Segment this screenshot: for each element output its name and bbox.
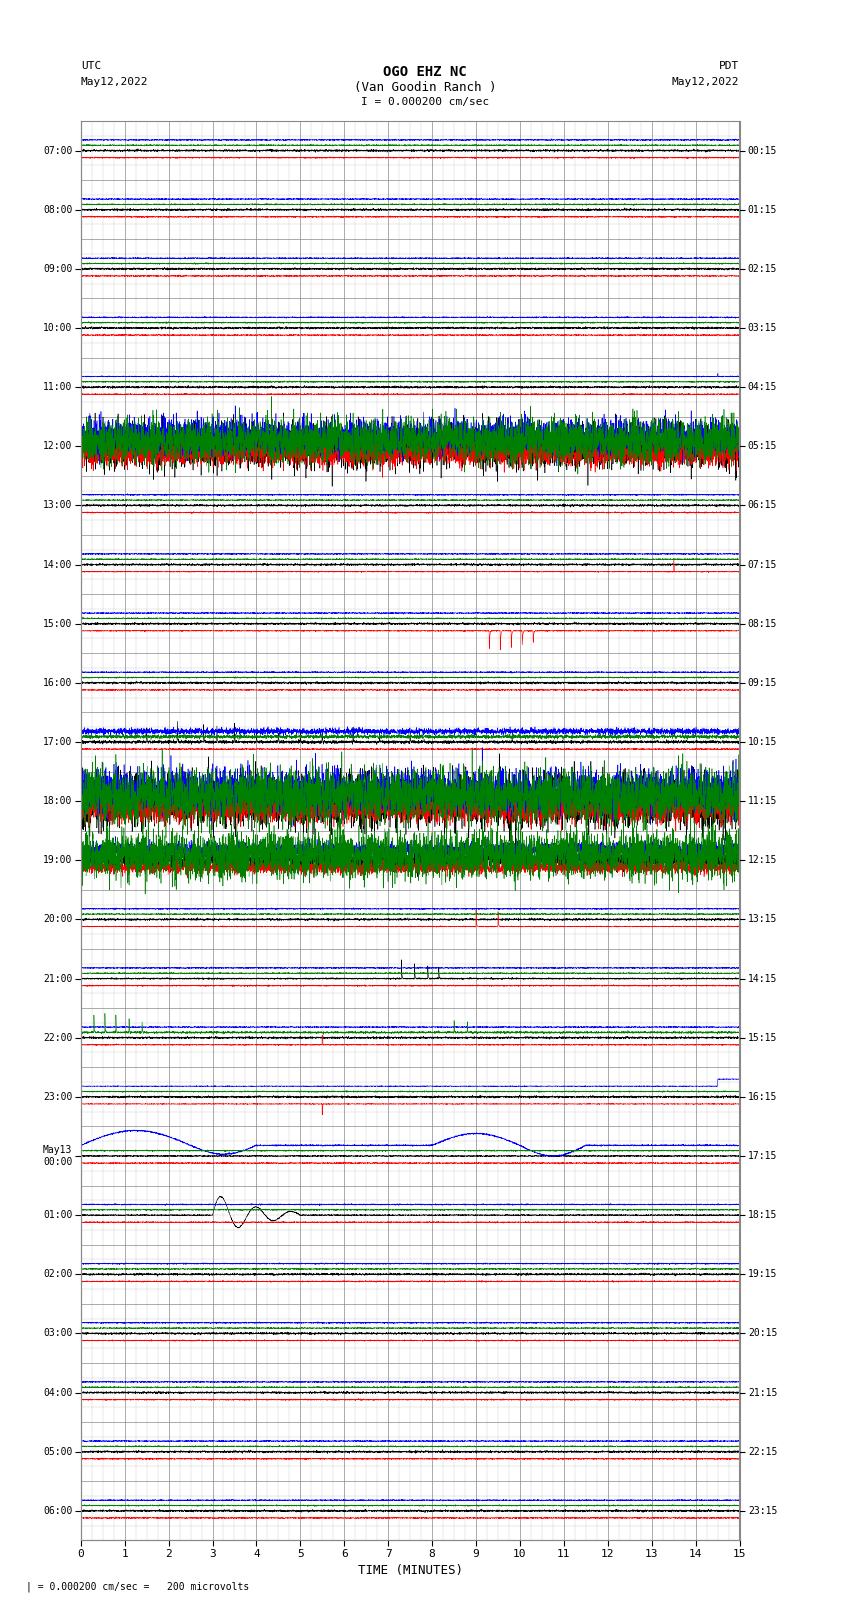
Text: | = 0.000200 cm/sec =   200 microvolts: | = 0.000200 cm/sec = 200 microvolts	[26, 1581, 249, 1592]
Text: UTC: UTC	[81, 61, 101, 71]
Text: I = 0.000200 cm/sec: I = 0.000200 cm/sec	[361, 97, 489, 106]
Text: May12,2022: May12,2022	[672, 77, 740, 87]
Text: May12,2022: May12,2022	[81, 77, 148, 87]
Text: (Van Goodin Ranch ): (Van Goodin Ranch )	[354, 81, 496, 94]
Text: PDT: PDT	[719, 61, 740, 71]
X-axis label: TIME (MINUTES): TIME (MINUTES)	[358, 1565, 462, 1578]
Text: OGO EHZ NC: OGO EHZ NC	[383, 65, 467, 79]
